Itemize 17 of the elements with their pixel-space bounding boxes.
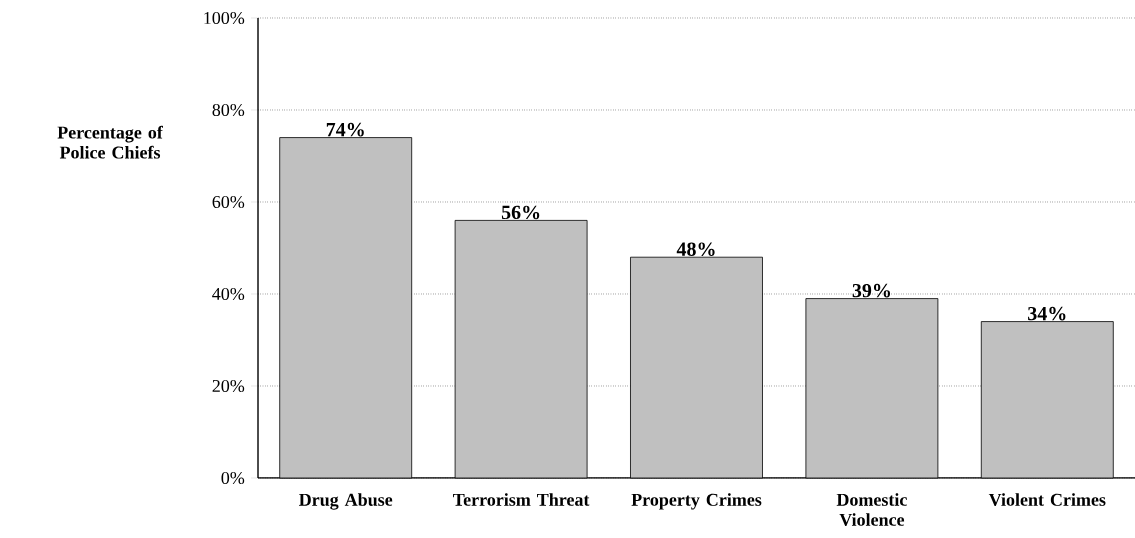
y-axis-title: Percentage of Police Chiefs [57,125,164,159]
x-tick-label: Violent Crimes [988,493,1106,506]
y-tick-label: 100% [204,11,245,25]
y-tick-label: 40% [212,287,245,301]
data-label: 56% [501,205,540,220]
data-label: 39% [852,283,891,298]
y-tick-label: 80% [212,103,245,117]
x-tick-label: Domestic Violence [836,493,907,526]
y-tick-label: 60% [212,195,245,209]
data-label: 34% [1028,306,1066,321]
y-tick-label: 20% [212,379,245,393]
x-tick-label: Drug Abuse [299,493,393,510]
data-label: 48% [676,242,715,256]
x-tick-label: Terrorism Threat [453,493,590,506]
data-label: 74% [326,122,364,137]
x-tick-label: Property Crimes [631,493,762,510]
y-tick-label: 0% [221,471,245,485]
